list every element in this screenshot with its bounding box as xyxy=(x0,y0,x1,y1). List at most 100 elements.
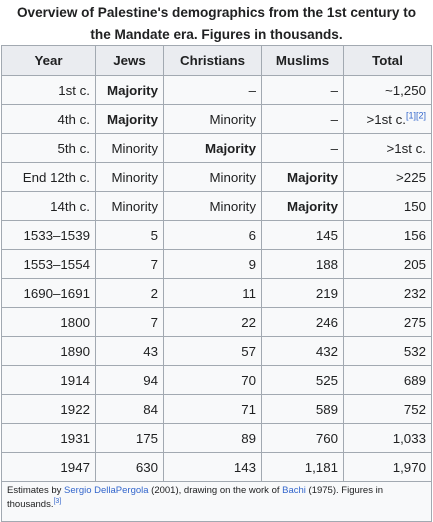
cell-jews-value: Majority xyxy=(107,82,158,98)
cell-year-value: 1890 xyxy=(60,343,90,359)
cell-total: 156 xyxy=(343,220,432,250)
cell-christians-value: 143 xyxy=(233,459,256,475)
footnote-suffix: (1975). Figures in thousands. xyxy=(7,485,383,510)
cell-year: 1922 xyxy=(1,394,96,424)
cell-christians-value: 71 xyxy=(241,401,256,417)
cell-total-value: 689 xyxy=(403,372,426,388)
footnote-link-dellapergola[interactable]: Sergio DellaPergola xyxy=(64,485,149,496)
cell-christians-value: 6 xyxy=(248,227,256,243)
cell-christians-value: 22 xyxy=(241,314,256,330)
footnote-link-bachi[interactable]: Bachi xyxy=(282,485,306,496)
header-year[interactable]: Year xyxy=(1,45,96,76)
cell-christians: 22 xyxy=(163,307,262,337)
header-row: Year Jews Christians Muslims Total xyxy=(1,45,432,76)
cell-year: 1690–1691 xyxy=(1,278,96,308)
cell-jews: 7 xyxy=(95,307,164,337)
cell-total-value: 752 xyxy=(403,401,426,417)
cell-jews-value: 43 xyxy=(143,343,158,359)
cell-jews-value: Minority xyxy=(111,198,158,214)
cell-jews: 175 xyxy=(95,423,164,453)
cell-jews: Majority xyxy=(95,75,164,105)
cell-jews-value: 630 xyxy=(135,459,158,475)
cell-year: 5th c. xyxy=(1,133,96,163)
table-row: 1533–1539 5 6 145 156 xyxy=(1,220,432,250)
footnote: Estimates by Sergio DellaPergola (2001),… xyxy=(1,481,432,522)
cell-year: 1914 xyxy=(1,365,96,395)
cell-total-value: 205 xyxy=(403,256,426,272)
cell-total-value: >1st c. xyxy=(366,111,406,127)
cell-christians-value: 89 xyxy=(241,430,256,446)
cell-jews-value: Minority xyxy=(111,169,158,185)
cell-muslims: 432 xyxy=(261,336,344,366)
cell-total-value: >1st c. xyxy=(386,140,426,156)
cell-year: 1890 xyxy=(1,336,96,366)
cell-christians-value: Minority xyxy=(209,169,256,185)
cell-christians: 70 xyxy=(163,365,262,395)
cell-year: End 12th c. xyxy=(1,162,96,192)
table-row: 4th c. Majority Minority – >1st c.[1][2] xyxy=(1,104,432,134)
cell-muslims: 525 xyxy=(261,365,344,395)
cell-muslims: 246 xyxy=(261,307,344,337)
table-row: End 12th c. Minority Minority Majority >225 xyxy=(1,162,432,192)
cell-muslims-value: – xyxy=(330,111,338,127)
cell-year-value: 1800 xyxy=(60,314,90,330)
cell-christians-value: 57 xyxy=(241,343,256,359)
header-jews[interactable]: Jews xyxy=(95,45,164,76)
cell-total: >1st c. xyxy=(343,133,432,163)
cell-year-value: 1533–1539 xyxy=(23,227,90,243)
table-row: 1st c. Majority – – ~1,250 xyxy=(1,75,432,105)
cell-muslims-value: Majority xyxy=(287,198,338,214)
cell-christians: Minority xyxy=(163,104,262,134)
cell-year: 1947 xyxy=(1,452,96,482)
footnote-mid: (2001), drawing on the work of xyxy=(148,485,283,496)
cell-year: 1533–1539 xyxy=(1,220,96,250)
cell-total: >225 xyxy=(343,162,432,192)
table-row: 1890 43 57 432 532 xyxy=(1,336,432,366)
cell-year-value: 1931 xyxy=(60,430,90,446)
cell-muslims: 760 xyxy=(261,423,344,453)
cell-total-value: 1,970 xyxy=(392,459,426,475)
cell-jews: Minority xyxy=(95,133,164,163)
cell-total-value: >225 xyxy=(396,169,426,185)
cell-christians-value: – xyxy=(248,82,256,98)
cell-muslims-value: 246 xyxy=(315,314,338,330)
citation-link[interactable]: [1][2] xyxy=(405,110,426,121)
cell-muslims-value: 188 xyxy=(315,256,338,272)
footnote-citation[interactable]: [3] xyxy=(53,497,62,505)
cell-christians-value: 70 xyxy=(241,372,256,388)
cell-year-value: 1947 xyxy=(60,459,90,475)
table-row: 1931 175 89 760 1,033 xyxy=(1,423,432,453)
cell-muslims: Majority xyxy=(261,162,344,192)
cell-total-value: 150 xyxy=(403,198,426,214)
cell-muslims-value: Majority xyxy=(287,169,338,185)
caption-line-2: the Mandate era. Figures in thousands. xyxy=(90,27,343,42)
demographics-table: Year Jews Christians Muslims Total 1st c… xyxy=(1,45,432,522)
cell-christians: 6 xyxy=(163,220,262,250)
cell-muslims-value: – xyxy=(330,140,338,156)
cell-christians: 89 xyxy=(163,423,262,453)
cell-total: >1st c.[1][2] xyxy=(343,104,432,134)
cell-total: 1,033 xyxy=(343,423,432,453)
cell-christians: Majority xyxy=(163,133,262,163)
cell-christians: 57 xyxy=(163,336,262,366)
cell-year-value: 1690–1691 xyxy=(23,285,90,301)
header-total[interactable]: Total xyxy=(343,45,432,76)
cell-total: 532 xyxy=(343,336,432,366)
cell-total: 275 xyxy=(343,307,432,337)
cell-christians-value: 9 xyxy=(248,256,256,272)
cell-total: 752 xyxy=(343,394,432,424)
table-row: 1800 7 22 246 275 xyxy=(1,307,432,337)
cell-total-value: 232 xyxy=(403,285,426,301)
header-muslims[interactable]: Muslims xyxy=(261,45,344,76)
header-christians[interactable]: Christians xyxy=(163,45,262,76)
cell-jews: 43 xyxy=(95,336,164,366)
cell-total: 150 xyxy=(343,191,432,221)
cell-christians: 143 xyxy=(163,452,262,482)
cell-year: 1800 xyxy=(1,307,96,337)
cell-jews: Minority xyxy=(95,191,164,221)
cell-year-value: 1553–1554 xyxy=(23,256,90,272)
cell-christians-value: Majority xyxy=(205,140,256,156)
cell-muslims: 219 xyxy=(261,278,344,308)
cell-muslims: – xyxy=(261,133,344,163)
table-caption: Overview of Palestine's demographics fro… xyxy=(0,0,433,44)
